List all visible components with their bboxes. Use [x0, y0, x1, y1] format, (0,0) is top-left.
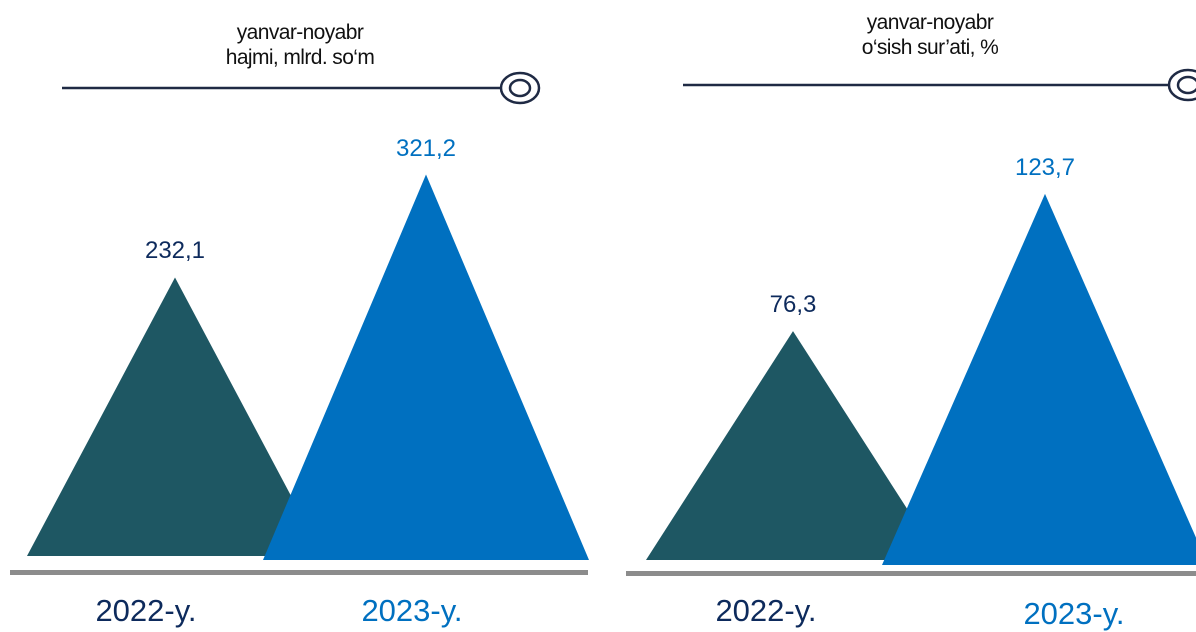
category-label: 2022-y.: [715, 593, 817, 628]
category-label: 2023-y.: [361, 593, 463, 628]
title-line-1: yanvar-noyabr: [866, 11, 994, 34]
value-label: 123,7: [1014, 153, 1076, 181]
title-line-1: yanvar-noyabr: [236, 21, 364, 44]
ring-icon: [1167, 68, 1196, 102]
triangle-bar-2022: [27, 277, 323, 556]
chart-title-volume: yanvar-noyabr hajmi, mlrd. so‘m: [150, 20, 450, 70]
baseline-right: [626, 571, 1196, 576]
baseline-left: [10, 570, 588, 575]
category-label: 2022-y.: [95, 593, 197, 628]
chart-title-growth: yanvar-noyabr o‘sish sur’ati, %: [770, 10, 1090, 60]
title-line-2: o‘sish sur’ati, %: [861, 36, 999, 59]
value-label: 76,3: [769, 291, 817, 319]
category-label: 2023-y.: [1023, 596, 1125, 631]
value-label: 232,1: [144, 237, 206, 265]
triangle-bar-2023: [882, 193, 1196, 565]
ring-icon: [499, 71, 541, 105]
triangle-bar-2022: [646, 331, 940, 560]
triangle-bar-2023: [263, 174, 589, 560]
title-line-2: hajmi, mlrd. so‘m: [225, 46, 375, 69]
value-label: 321,2: [395, 134, 457, 162]
